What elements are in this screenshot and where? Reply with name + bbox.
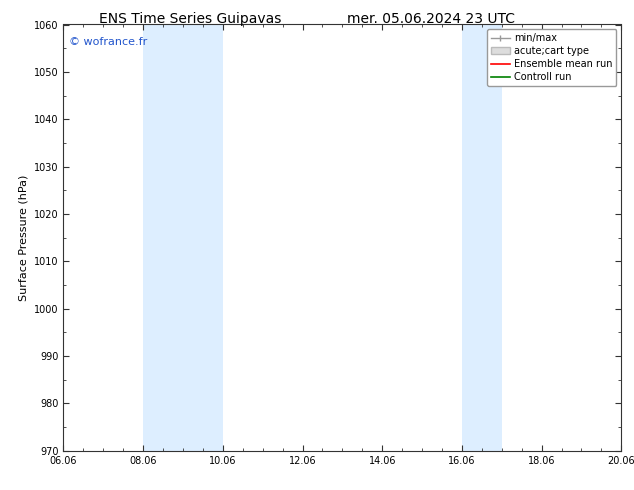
- Bar: [462, 24, 501, 451]
- Text: ENS Time Series Guipavas: ENS Time Series Guipavas: [99, 12, 281, 26]
- Text: © wofrance.fr: © wofrance.fr: [69, 37, 147, 48]
- Text: mer. 05.06.2024 23 UTC: mer. 05.06.2024 23 UTC: [347, 12, 515, 26]
- Bar: [143, 24, 223, 451]
- Legend: min/max, acute;cart type, Ensemble mean run, Controll run: min/max, acute;cart type, Ensemble mean …: [487, 29, 616, 86]
- Y-axis label: Surface Pressure (hPa): Surface Pressure (hPa): [18, 174, 29, 301]
